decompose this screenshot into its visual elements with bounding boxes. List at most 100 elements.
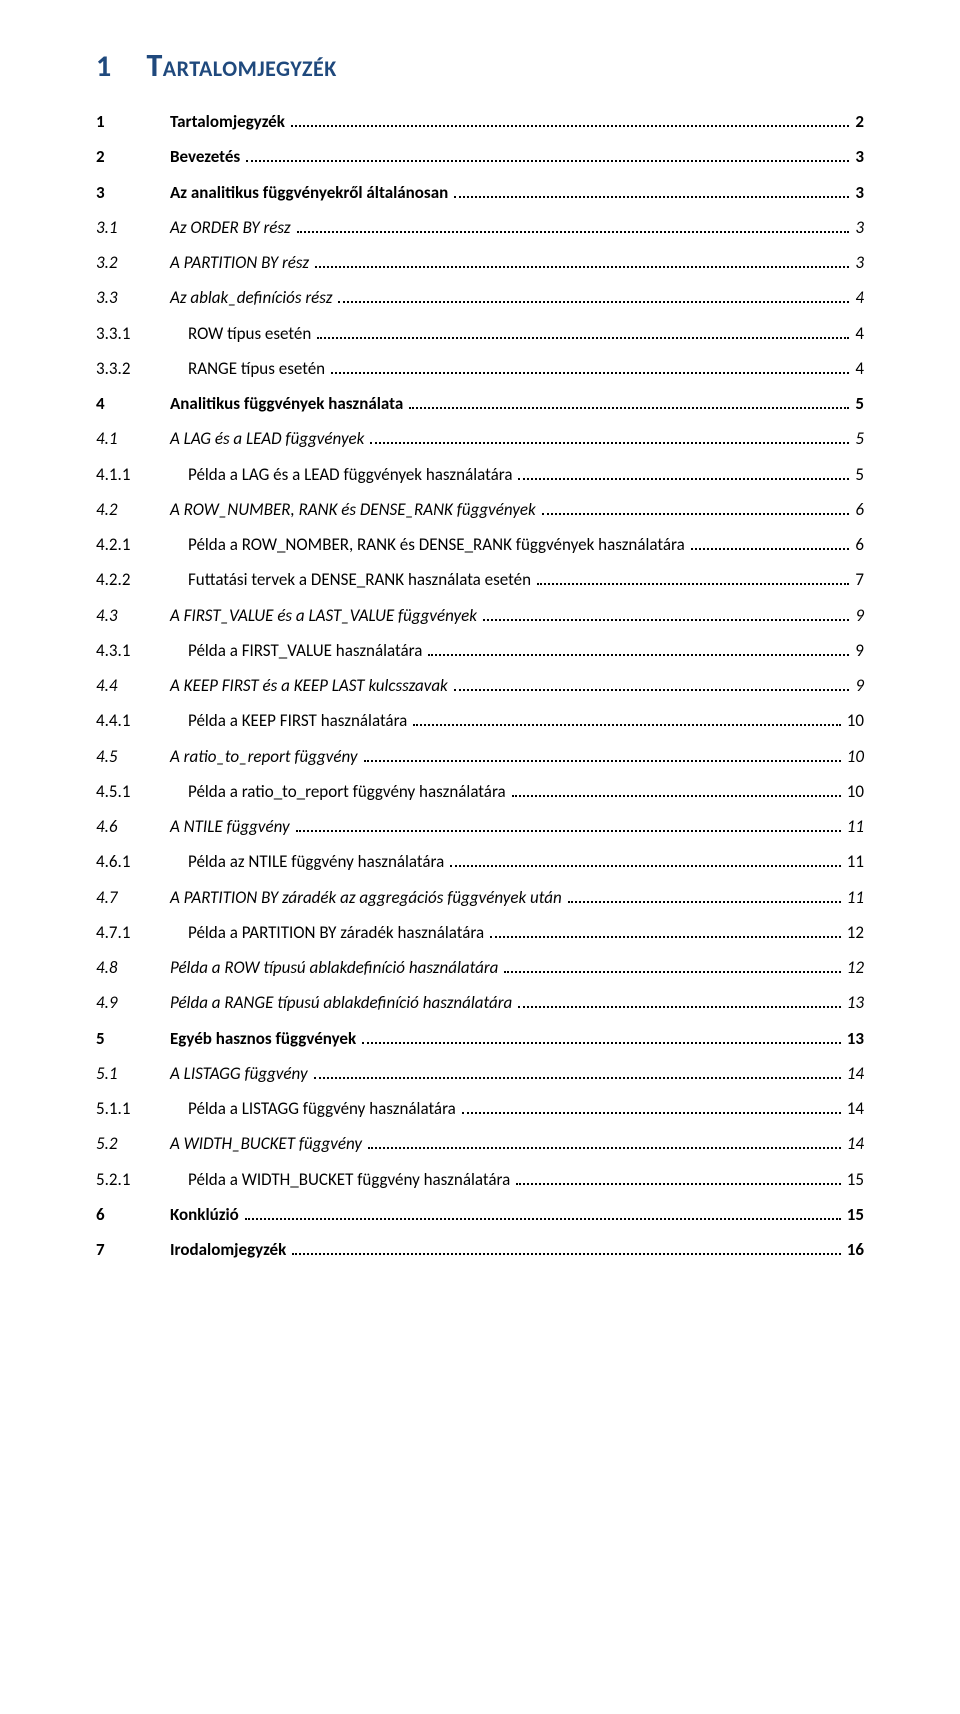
toc-leader-dots [296, 818, 841, 832]
toc-entry[interactable]: 4.6.1Példa az NTILE függvény használatár… [96, 851, 864, 872]
toc-entry[interactable]: 4.6A NTILE függvény11 [96, 816, 864, 837]
toc-entry-number: 3.2 [96, 252, 152, 273]
toc-entry-page: 5 [855, 428, 864, 449]
toc-entry[interactable]: 1Tartalomjegyzék2 [96, 111, 864, 132]
toc-entry[interactable]: 4.4.1Példa a KEEP FIRST használatára10 [96, 710, 864, 731]
toc-entry[interactable]: 5Egyéb hasznos függvények13 [96, 1028, 864, 1049]
toc-entry[interactable]: 5.1.1Példa a LISTAGG függvény használatá… [96, 1098, 864, 1119]
toc-leader-dots [454, 184, 849, 198]
toc-entry-page: 4 [855, 323, 864, 344]
toc-entry-page: 11 [847, 816, 864, 837]
toc-entry[interactable]: 4.3.1Példa a FIRST_VALUE használatára9 [96, 640, 864, 661]
toc-entry[interactable]: 3.3.1 ROW típus esetén 4 [96, 323, 864, 344]
toc-entry-title: Példa a LAG és a LEAD függvények használ… [188, 464, 512, 485]
toc-entry-page: 15 [847, 1204, 864, 1225]
toc-entry[interactable]: 5.2A WIDTH_BUCKET függvény14 [96, 1133, 864, 1154]
toc-entry[interactable]: 4.2.2Futtatási tervek a DENSE_RANK haszn… [96, 569, 864, 590]
toc-entry-number: 3.3.1 [96, 323, 170, 344]
toc-entry-title: Példa a KEEP FIRST használatára [188, 710, 407, 731]
toc-entry-number: 1 [96, 111, 152, 132]
toc-entry-title: A KEEP FIRST és a KEEP LAST kulcsszavak [170, 675, 448, 696]
toc-entry-title: Az ORDER BY rész [170, 217, 291, 238]
toc-entry-title: Példa a ROW_NOMBER, RANK és DENSE_RANK f… [188, 534, 685, 555]
toc-entry[interactable]: 3.3Az ablak_definíciós rész4 [96, 287, 864, 308]
toc-leader-dots [413, 713, 840, 727]
toc-entry-number: 4 [96, 393, 152, 414]
toc-entry-title: A LISTAGG függvény [170, 1063, 308, 1084]
toc-leader-dots [245, 1206, 841, 1220]
toc-leader-dots [317, 325, 849, 339]
toc-entry-page: 14 [847, 1098, 864, 1119]
toc-entry-title: A PARTITION BY záradék az aggregációs fü… [170, 887, 562, 908]
toc-entry-number: 4.3 [96, 605, 152, 626]
toc-entry[interactable]: 4.7.1Példa a PARTITION BY záradék haszná… [96, 922, 864, 943]
toc-entry-title: A FIRST_VALUE és a LAST_VALUE függvények [170, 605, 477, 626]
toc-leader-dots [338, 290, 849, 304]
toc-entry-title: Bevezetés [170, 146, 240, 167]
toc-leader-dots [483, 607, 849, 621]
toc-entry-number: 6 [96, 1204, 152, 1225]
toc-entry-number: 4.1.1 [96, 464, 170, 485]
toc-entry-title: A ratio_to_report függvény [170, 746, 358, 767]
toc-entry-title: Példa a WIDTH_BUCKET függvény használatá… [188, 1169, 510, 1190]
toc-entry-page: 3 [855, 252, 864, 273]
toc-entry-title: Példa az NTILE függvény használatára [188, 851, 444, 872]
toc-leader-dots [292, 1241, 841, 1255]
toc-entry[interactable]: 4.7 A PARTITION BY záradék az aggregációs… [96, 887, 864, 908]
toc-entry[interactable]: 4.5 A ratio_to_report függvény 10 [96, 746, 864, 767]
toc-entry-title: ROW típus esetén [188, 323, 311, 344]
toc-entry[interactable]: 7Irodalomjegyzék16 [96, 1239, 864, 1260]
toc-entry-title: A LAG és a LEAD függvények [170, 428, 364, 449]
toc-entry-number: 4.7 [96, 887, 152, 908]
toc-leader-dots [246, 149, 849, 163]
toc-entry-page: 13 [847, 992, 864, 1013]
toc-entry[interactable]: 4.8Példa a ROW típusú ablakdefiníció has… [96, 957, 864, 978]
toc-entry-number: 4.7.1 [96, 922, 170, 943]
toc-entry-page: 3 [855, 182, 864, 203]
toc-entry-number: 4.2.2 [96, 569, 170, 590]
toc-entry[interactable]: 4.1 A LAG és a LEAD függvények 5 [96, 428, 864, 449]
toc-entry[interactable]: 3.2 A PARTITION BY rész 3 [96, 252, 864, 273]
toc-entry-number: 4.1 [96, 428, 152, 449]
toc-entry[interactable]: 5.1A LISTAGG függvény14 [96, 1063, 864, 1084]
toc-entry-title: Az analitikus függvényekről általánosan [170, 182, 448, 203]
toc-entry-title: A PARTITION BY rész [170, 252, 309, 273]
toc-entry[interactable]: 6Konklúzió15 [96, 1204, 864, 1225]
toc-entry-page: 6 [855, 499, 864, 520]
toc-entry[interactable]: 4.2A ROW_NUMBER, RANK és DENSE_RANK függ… [96, 499, 864, 520]
toc-entry[interactable]: 2 Bevezetés 3 [96, 146, 864, 167]
toc-leader-dots [297, 219, 850, 233]
toc-leader-dots [512, 783, 841, 797]
toc-entry-page: 12 [847, 957, 864, 978]
toc-entry-number: 4.8 [96, 957, 152, 978]
toc-entry-number: 4.5 [96, 746, 152, 767]
toc-entry[interactable]: 3 Az analitikus függvényekről általánosan… [96, 182, 864, 203]
toc-entry-number: 7 [96, 1239, 152, 1260]
toc-entry[interactable]: 4.4A KEEP FIRST és a KEEP LAST kulcsszav… [96, 675, 864, 696]
toc-leader-dots [462, 1100, 841, 1114]
toc-entry[interactable]: 3.3.2RANGE típus esetén4 [96, 358, 864, 379]
toc-entry-page: 11 [847, 851, 864, 872]
toc-entry-number: 3.3 [96, 287, 152, 308]
toc-entry[interactable]: 4.9Példa a RANGE típusú ablakdefiníció h… [96, 992, 864, 1013]
toc-entry-number: 3.1 [96, 217, 152, 238]
toc-entry-title: Irodalomjegyzék [170, 1239, 286, 1260]
toc-entry-page: 10 [847, 746, 864, 767]
toc-entry-title: Példa a FIRST_VALUE használatára [188, 640, 422, 661]
toc-entry[interactable]: 3.1Az ORDER BY rész3 [96, 217, 864, 238]
toc-entry[interactable]: 4.5.1Példa a ratio_to_report függvény ha… [96, 781, 864, 802]
toc-entry-number: 5.1.1 [96, 1098, 170, 1119]
toc-leader-dots [315, 254, 849, 268]
toc-entry[interactable]: 4.2.1Példa a ROW_NOMBER, RANK és DENSE_R… [96, 534, 864, 555]
toc-entry-title: A NTILE függvény [170, 816, 290, 837]
toc-entry[interactable]: 4.1.1 Példa a LAG és a LEAD függvények ha… [96, 464, 864, 485]
toc-entry[interactable]: 4Analitikus függvények használata5 [96, 393, 864, 414]
toc-entry-page: 3 [855, 146, 864, 167]
toc-entry[interactable]: 4.3 A FIRST_VALUE és a LAST_VALUE függvén… [96, 605, 864, 626]
toc-leader-dots [568, 889, 841, 903]
toc-entry-number: 2 [96, 146, 152, 167]
toc-entry[interactable]: 5.2.1Példa a WIDTH_BUCKET függvény haszn… [96, 1169, 864, 1190]
toc-leader-dots [691, 536, 850, 550]
toc-entry-number: 4.9 [96, 992, 152, 1013]
toc-entry-title: Tartalomjegyzék [170, 111, 285, 132]
